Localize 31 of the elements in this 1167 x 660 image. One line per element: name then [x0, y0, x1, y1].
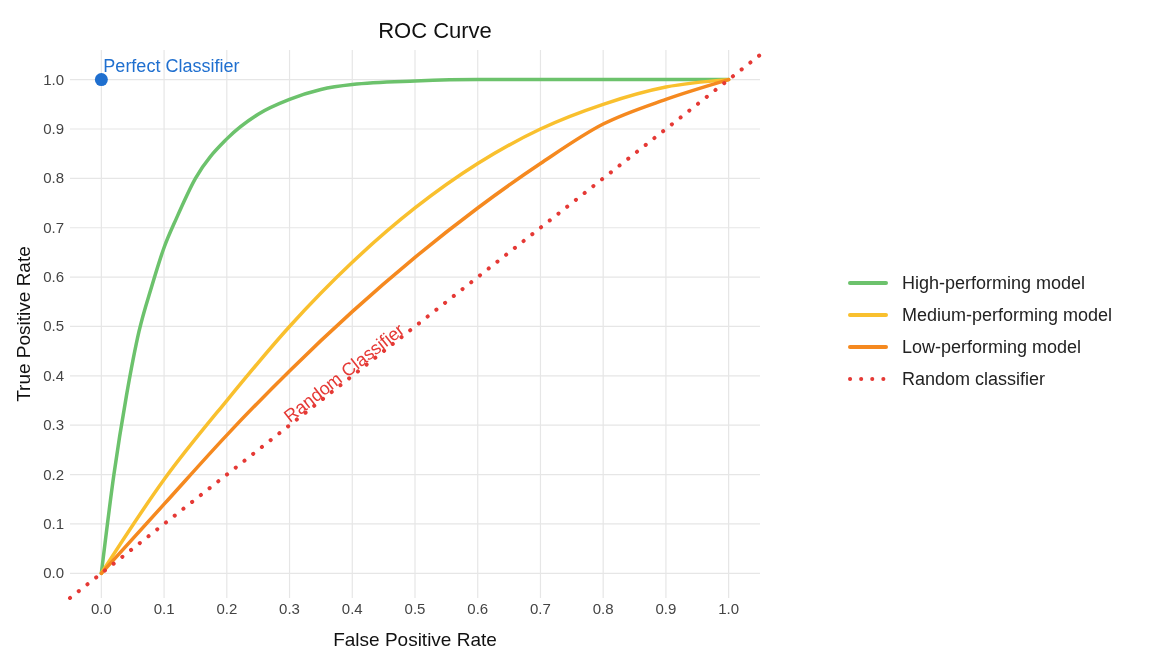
x-tick-label: 0.2: [216, 600, 238, 617]
x-tick-label: 0.4: [341, 600, 363, 617]
legend-label: High-performing model: [902, 273, 1086, 293]
x-tick-label: 0.5: [404, 600, 426, 617]
annotation: Perfect Classifier: [103, 55, 240, 76]
y-tick-label: 0.0: [43, 564, 64, 582]
chart-title: ROC Curve: [378, 18, 492, 43]
x-tick-label: 1.0: [718, 600, 740, 617]
x-tick-label: 0.0: [90, 600, 112, 617]
legend-label: Random classifier: [902, 369, 1046, 389]
y-axis-title: True Positive Rate: [13, 246, 34, 402]
y-tick-label: 0.8: [43, 169, 64, 187]
legend-label: Low-performing model: [902, 337, 1082, 357]
x-tick-label: 0.7: [530, 600, 551, 617]
x-tick-label: 0.9: [655, 600, 677, 617]
x-axis-title: False Positive Rate: [333, 629, 497, 650]
y-tick-label: 1.0: [43, 70, 64, 88]
x-tick-label: 0.8: [592, 600, 614, 617]
legend-label: Medium-performing model: [902, 305, 1113, 325]
y-tick-label: 0.9: [43, 119, 64, 137]
y-tick-label: 0.3: [43, 416, 64, 434]
y-tick-label: 0.5: [43, 317, 64, 335]
y-tick-label: 0.1: [43, 514, 64, 532]
line-series: [99, 77, 731, 576]
y-tick-label: 0.2: [43, 465, 64, 483]
x-tick-label: 0.1: [153, 600, 175, 617]
y-tick-label: 0.4: [43, 366, 64, 384]
x-tick-label: 0.3: [279, 600, 300, 617]
y-tick-label: 0.6: [43, 268, 64, 286]
x-tick-label: 0.6: [467, 600, 489, 617]
y-tick-label: 0.7: [43, 218, 64, 236]
